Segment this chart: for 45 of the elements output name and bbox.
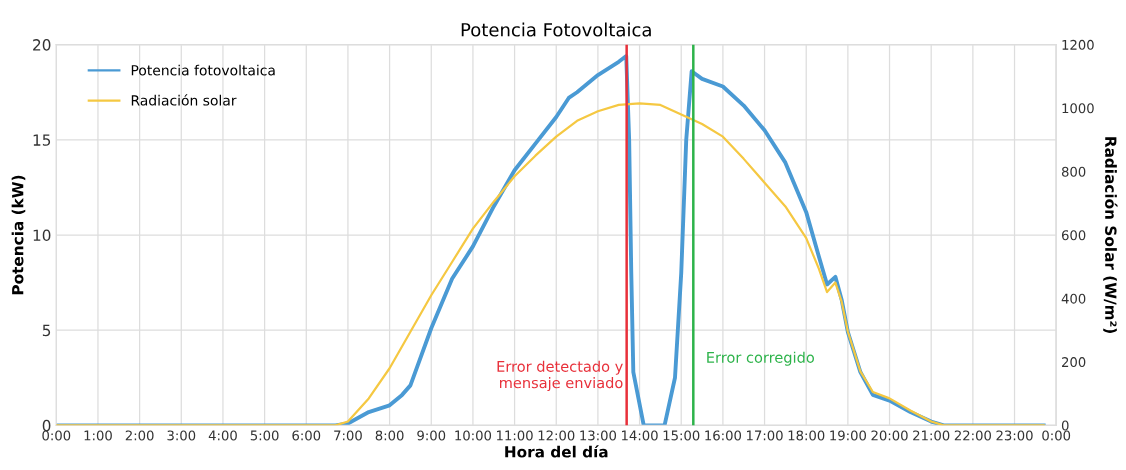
ref-line-label: Error corregido: [707, 351, 814, 366]
y-tick-label: 20: [33, 39, 51, 51]
y-tick-label: 15: [33, 134, 51, 146]
x-tick-label: 22:00: [954, 430, 991, 441]
chart-title: Potencia Fotovoltaica: [461, 22, 651, 37]
x-axis-title: Hora del día: [505, 445, 608, 458]
x-tick-label: 3:00: [167, 430, 196, 441]
x-tick-label: 18:00: [788, 430, 825, 441]
y2-axis-title: Radiación Solar (W/m²): [1103, 137, 1118, 333]
ref-line-label: Error detectado y mensaje enviado: [497, 360, 623, 392]
x-tick-label: 12:00: [538, 430, 575, 441]
y-tick-label: 5: [42, 324, 51, 337]
x-tick-label: 1:00: [84, 430, 112, 441]
x-tick-label: 21:00: [913, 430, 950, 441]
x-tick-label: 19:00: [830, 430, 867, 441]
x-tick-label: 20:00: [871, 430, 908, 441]
y2-tick-label: 1200: [1062, 39, 1094, 50]
y2-tick-label: 400: [1061, 293, 1086, 304]
x-tick-label: 9:00: [417, 430, 446, 441]
x-tick-label: 11:00: [497, 430, 533, 441]
y2-tick-label: 800: [1061, 166, 1086, 177]
x-tick-label: 15:00: [663, 430, 700, 441]
x-tick-label: 10:00: [455, 430, 492, 441]
y-tick-label: 0: [42, 419, 51, 432]
x-tick-label: 4:00: [208, 430, 237, 441]
legend-label: Radiación solar: [131, 94, 237, 106]
x-tick-label: 7:00: [334, 430, 362, 441]
x-tick-label: 13:00: [580, 430, 617, 441]
x-tick-label: 0:00: [42, 430, 71, 441]
y2-tick-label: 600: [1061, 230, 1086, 241]
x-tick-label: 0:00: [1042, 430, 1071, 441]
x-tick-label: 6:00: [292, 430, 321, 441]
x-tick-label: 23:00: [996, 430, 1033, 441]
x-tick-label: 17:00: [746, 430, 783, 441]
y-tick-label: 10: [33, 229, 51, 242]
x-tick-label: 14:00: [622, 430, 658, 441]
x-tick-label: 8:00: [375, 430, 404, 441]
x-tick-label: 5:00: [250, 430, 279, 441]
y-axis-title: Potencia (kW): [11, 175, 26, 295]
y2-tick-label: 1000: [1062, 103, 1094, 114]
x-tick-label: 16:00: [705, 430, 742, 441]
y2-tick-label: 200: [1062, 357, 1086, 368]
x-tick-label: 2:00: [125, 430, 154, 441]
legend-label: Potencia fotovoltaica: [131, 64, 275, 76]
y2-tick-label: 0: [1061, 420, 1069, 431]
